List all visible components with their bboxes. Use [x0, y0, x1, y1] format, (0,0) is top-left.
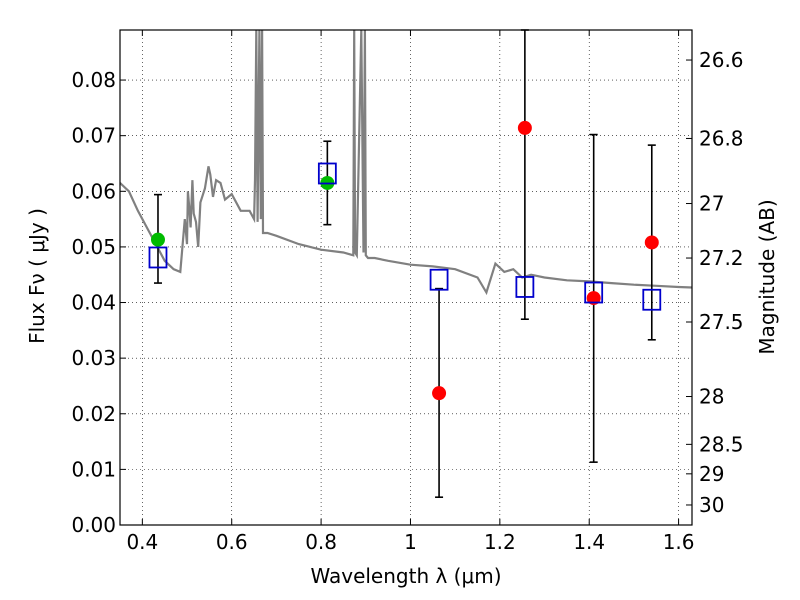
marker-layer — [148, 120, 662, 401]
data-point — [644, 235, 659, 250]
y-tick-label: 0.02 — [71, 402, 116, 426]
x-tick-label: 1 — [404, 530, 417, 554]
tick-layer: 0.4 0.6 0.8 1 1.2 1.4 1.6 0.00 0.01 0.02 0.03 0.04 0… — [71, 30, 744, 554]
grid-lines — [120, 30, 692, 526]
right-tick-label: 28 — [699, 385, 724, 409]
model-point — [515, 276, 535, 298]
right-tick-label: 29 — [699, 462, 724, 486]
x-axis-label: Wavelength λ (μm) — [310, 564, 501, 588]
x-tick-label: 0.4 — [126, 530, 158, 554]
y-tick-label: 0.05 — [71, 235, 116, 259]
y-tick-label: 0.04 — [71, 291, 116, 315]
data-point — [432, 386, 447, 401]
right-tick-label: 26.6 — [699, 48, 744, 72]
right-tick-label: 27 — [699, 192, 724, 216]
model-point — [148, 246, 168, 269]
right-tick-label: 27.5 — [699, 310, 744, 334]
right-tick-label: 30 — [699, 493, 724, 517]
y-tick-label: 0.01 — [71, 457, 116, 481]
y-tick-label: 0.06 — [71, 179, 116, 203]
right-axis-label: Magnitude (AB) — [755, 199, 779, 354]
right-tick-label: 28.5 — [699, 432, 744, 456]
data-point — [586, 291, 601, 306]
model-spectrum-layer — [120, 30, 692, 296]
data-point — [517, 120, 532, 135]
model-spectrum-line — [120, 30, 692, 296]
model-point — [584, 281, 604, 304]
right-tick-label: 27.2 — [699, 246, 744, 270]
model-point — [317, 162, 337, 185]
data-point — [150, 232, 165, 247]
x-tick-label: 1.4 — [573, 530, 605, 554]
y-tick-label: 0.07 — [71, 124, 116, 148]
x-tick-label: 0.6 — [216, 530, 248, 554]
model-point — [429, 268, 449, 291]
x-tick-label: 1.6 — [663, 530, 695, 554]
y-tick-label: 0.03 — [71, 346, 116, 370]
y-axis-label: Flux Fν ( μJy ) — [25, 208, 49, 344]
y-tick-label: 0.00 — [71, 513, 116, 537]
right-tick-label: 26.8 — [699, 126, 744, 150]
y-tick-label: 0.08 — [71, 68, 116, 92]
x-tick-label: 0.8 — [305, 530, 337, 554]
x-tick-label: 1.2 — [484, 530, 516, 554]
plot-frame — [119, 29, 693, 526]
model-point — [642, 288, 662, 311]
